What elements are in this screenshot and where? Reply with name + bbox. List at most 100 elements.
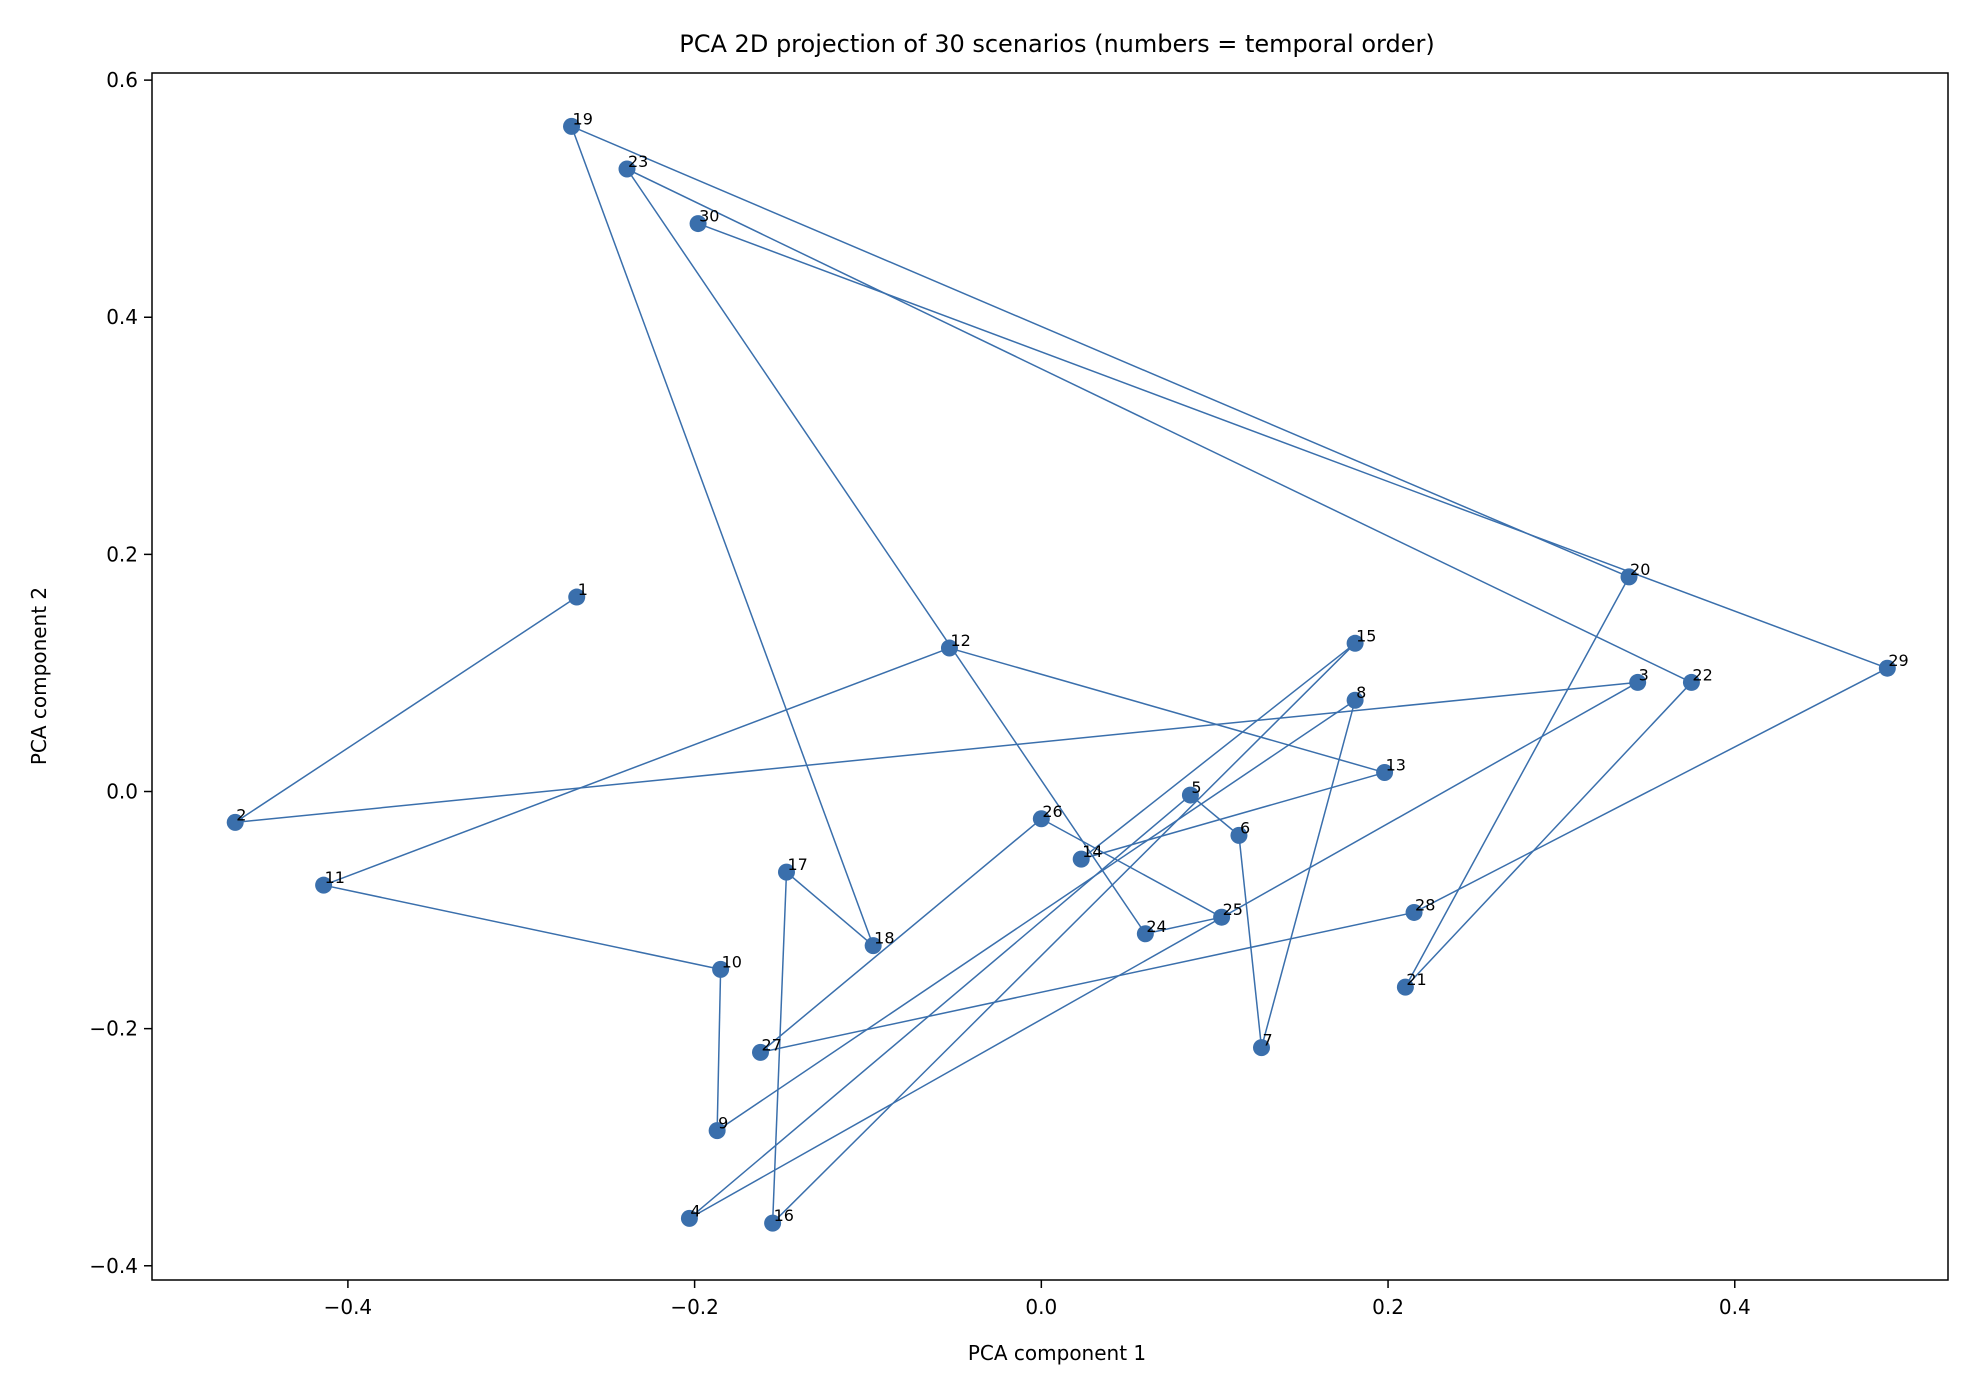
y-tick-label: −0.2 — [89, 1017, 138, 1041]
data-point-26 — [1032, 810, 1050, 828]
data-point-25 — [1213, 908, 1231, 926]
point-label-28: 28 — [1415, 895, 1435, 914]
point-label-23: 23 — [628, 152, 648, 171]
point-label-29: 29 — [1888, 651, 1908, 670]
data-point-24 — [1136, 925, 1154, 943]
point-label-19: 19 — [573, 109, 593, 128]
data-point-4 — [680, 1209, 698, 1227]
point-label-20: 20 — [1630, 560, 1650, 579]
data-point-21 — [1396, 978, 1414, 996]
point-label-24: 24 — [1146, 917, 1166, 936]
data-point-17 — [777, 863, 795, 881]
x-tick-label: 0.0 — [1025, 1295, 1057, 1319]
point-label-4: 4 — [690, 1201, 700, 1220]
point-label-3: 3 — [1639, 665, 1649, 684]
trajectory-segment-8-9 — [716, 699, 1356, 1132]
data-points — [226, 117, 1896, 1232]
trajectory-segment-9-10 — [716, 969, 722, 1131]
point-label-16: 16 — [774, 1206, 794, 1225]
point-label-5: 5 — [1191, 778, 1201, 797]
x-axis-label: PCA component 1 — [968, 1341, 1146, 1365]
point-labels: 1234567891011121314151617181920212223242… — [236, 109, 1908, 1225]
trajectory-segment-17-18 — [786, 871, 874, 947]
y-tick-label: 0.0 — [106, 780, 138, 804]
trajectory-segment-24-25 — [1145, 916, 1222, 935]
trajectory-segment-13-14 — [1080, 771, 1385, 860]
trajectory-segment-21-22 — [1404, 681, 1692, 988]
point-label-13: 13 — [1386, 756, 1406, 775]
y-axis-label: PCA component 2 — [27, 587, 51, 765]
data-point-28 — [1405, 903, 1423, 921]
plot-frame — [151, 72, 1949, 1281]
point-label-21: 21 — [1406, 970, 1426, 989]
data-point-30 — [689, 215, 707, 233]
point-label-1: 1 — [578, 580, 588, 599]
trajectory-segment-19-20 — [571, 125, 1630, 578]
data-point-16 — [764, 1214, 782, 1232]
data-point-10 — [712, 960, 730, 978]
point-label-12: 12 — [950, 631, 970, 650]
trajectory-segment-18-19 — [570, 126, 874, 946]
y-tick-label: 0.4 — [106, 305, 138, 329]
point-label-25: 25 — [1223, 900, 1243, 919]
trajectory-segment-26-27 — [760, 818, 1042, 1053]
trajectory-segment-25-26 — [1040, 818, 1222, 918]
point-label-15: 15 — [1356, 626, 1376, 645]
point-label-14: 14 — [1082, 842, 1102, 861]
trajectory-segment-3-4 — [689, 681, 1639, 1219]
point-label-8: 8 — [1356, 683, 1366, 702]
trajectory-segment-1-2 — [234, 596, 578, 823]
y-tick-label: 0.6 — [106, 68, 138, 92]
trajectory-segment-10-11 — [323, 884, 721, 971]
data-point-5 — [1181, 786, 1199, 804]
data-point-19 — [563, 117, 581, 135]
trajectory-segment-28-29 — [1413, 667, 1888, 914]
data-point-15 — [1346, 634, 1364, 652]
trajectory-segment-15-16 — [772, 642, 1356, 1224]
data-point-22 — [1682, 673, 1700, 691]
y-tick-label: 0.2 — [106, 542, 138, 566]
data-point-13 — [1376, 764, 1394, 782]
x-tick-label: 0.2 — [1372, 1295, 1404, 1319]
x-tick-label: −0.4 — [324, 1295, 373, 1319]
data-point-29 — [1878, 659, 1896, 677]
data-point-12 — [940, 639, 958, 657]
point-label-9: 9 — [718, 1114, 728, 1133]
trajectory-segment-12-13 — [949, 647, 1385, 774]
data-point-8 — [1346, 691, 1364, 709]
point-label-6: 6 — [1240, 818, 1250, 837]
trajectory-segment-27-28 — [760, 911, 1415, 1054]
data-point-9 — [708, 1122, 726, 1140]
y-tick-label: −0.4 — [89, 1254, 138, 1278]
point-label-10: 10 — [722, 952, 742, 971]
data-point-2 — [226, 813, 244, 831]
point-label-17: 17 — [787, 855, 807, 874]
point-label-18: 18 — [874, 929, 894, 948]
point-label-2: 2 — [236, 805, 246, 824]
trajectory-segment-4-5 — [688, 794, 1191, 1219]
trajectory-segment-20-21 — [1404, 576, 1630, 988]
point-label-7: 7 — [1262, 1031, 1272, 1050]
data-point-11 — [315, 876, 333, 894]
trajectory-segment-23-24 — [626, 168, 1146, 935]
trajectory-segment-14-15 — [1080, 642, 1356, 860]
data-point-23 — [618, 160, 636, 178]
x-tick-label: 0.4 — [1719, 1295, 1751, 1319]
data-point-3 — [1629, 673, 1647, 691]
trajectory-segment-2-3 — [235, 681, 1638, 824]
trajectory-segment-5-6 — [1189, 794, 1240, 836]
trajectory-segment-11-12 — [323, 647, 950, 886]
x-tick-label: −0.2 — [670, 1295, 719, 1319]
point-label-27: 27 — [761, 1035, 781, 1054]
point-label-11: 11 — [325, 868, 345, 887]
data-point-1 — [568, 588, 586, 606]
point-label-26: 26 — [1042, 802, 1062, 821]
data-point-6 — [1230, 826, 1248, 844]
y-axis-ticks: −0.4 −0.2 0.0 0.2 0.4 0.6 — [89, 68, 152, 1278]
data-point-14 — [1072, 850, 1090, 868]
trajectory-segment-7-8 — [1260, 700, 1356, 1048]
point-label-22: 22 — [1692, 665, 1712, 684]
x-axis-ticks: −0.4 −0.2 0.0 0.2 0.4 — [324, 1280, 1751, 1319]
trajectory-segment-6-7 — [1238, 835, 1263, 1048]
